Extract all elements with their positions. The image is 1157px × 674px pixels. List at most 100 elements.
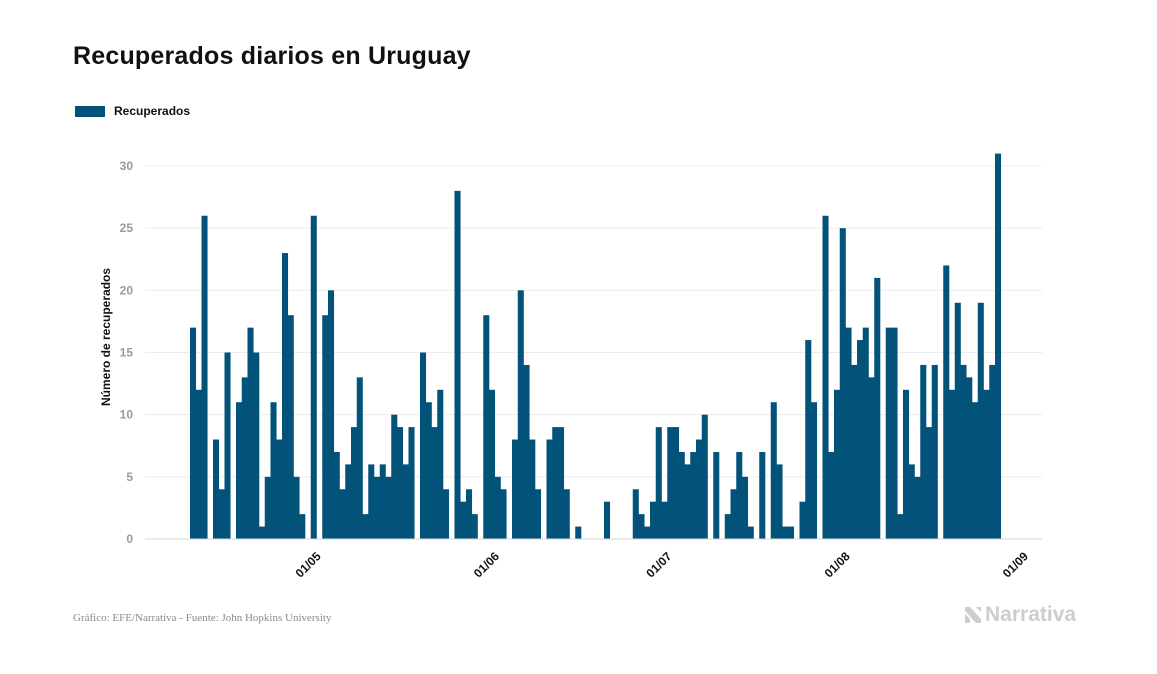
- bar: [673, 427, 680, 539]
- legend-swatch: [75, 105, 105, 117]
- bar: [425, 402, 432, 539]
- bar: [529, 439, 536, 539]
- bar: [500, 489, 507, 539]
- bar: [822, 215, 829, 540]
- bar: [914, 476, 921, 539]
- bar: [368, 464, 375, 539]
- bar: [287, 315, 294, 539]
- bar: [989, 364, 996, 539]
- bar: [431, 427, 438, 539]
- chart-title: Recuperados diarios en Uruguay: [73, 42, 471, 70]
- bar: [632, 489, 639, 539]
- bar: [926, 427, 933, 539]
- bar: [454, 190, 461, 539]
- bar: [408, 427, 415, 539]
- bar: [604, 501, 611, 539]
- bar: [851, 364, 858, 539]
- bar: [696, 439, 703, 539]
- bar: [259, 526, 266, 539]
- bar: [333, 451, 340, 539]
- bar: [351, 427, 358, 539]
- bar: [885, 327, 892, 539]
- source-credit: Gráfico: EFE/Narrativa - Fuente: John Ho…: [73, 612, 332, 624]
- bar: [437, 389, 444, 539]
- bar: [638, 514, 645, 539]
- legend-label: Recuperados: [114, 104, 191, 118]
- y-tick-label: 10: [120, 408, 134, 422]
- bar: [483, 315, 490, 539]
- bar: [494, 476, 501, 539]
- bar: [270, 402, 277, 539]
- bar: [420, 352, 427, 539]
- bar: [282, 253, 289, 539]
- bar: [460, 501, 467, 539]
- bar: [690, 451, 697, 539]
- bar: [736, 451, 743, 539]
- bar-chart: 0 5 10 15 20 25 30 Número de recuperados 01/05 01…: [99, 153, 1042, 580]
- bar: [667, 427, 674, 539]
- bar: [264, 476, 271, 539]
- bar: [241, 377, 248, 539]
- bar: [466, 489, 473, 539]
- bar: [397, 427, 404, 539]
- y-tick-label: 30: [120, 159, 134, 173]
- bar: [339, 489, 346, 539]
- bar: [874, 277, 881, 539]
- bar: [201, 215, 208, 540]
- bar: [362, 514, 369, 539]
- bar: [977, 302, 984, 539]
- bar: [949, 389, 956, 539]
- bar: [195, 389, 202, 539]
- bar: [293, 476, 300, 539]
- brand: Narrativa: [963, 603, 1076, 627]
- legend: Recuperados: [75, 104, 190, 118]
- bar: [471, 514, 478, 539]
- bar: [523, 364, 530, 539]
- bar: [891, 327, 898, 539]
- y-tick-label: 20: [120, 283, 134, 297]
- bar: [402, 464, 409, 539]
- bar: [857, 340, 864, 539]
- bar: [644, 526, 651, 539]
- bar: [920, 364, 927, 539]
- bar: [776, 464, 783, 539]
- bar: [684, 464, 691, 539]
- bar: [443, 489, 450, 539]
- bar: [799, 501, 806, 539]
- bar: [218, 489, 225, 539]
- bar: [575, 526, 582, 539]
- bar: [356, 377, 363, 539]
- x-tick-label: 01/08: [822, 549, 853, 580]
- bar: [517, 290, 524, 539]
- bar: [391, 414, 398, 539]
- y-tick-label: 15: [120, 346, 134, 360]
- bar: [253, 352, 260, 539]
- bar: [678, 451, 685, 539]
- bar: [328, 290, 335, 539]
- x-tick-label: 01/09: [1000, 549, 1031, 580]
- bar: [995, 153, 1002, 539]
- bar: [661, 501, 668, 539]
- bar: [897, 514, 904, 539]
- bar: [943, 265, 950, 539]
- bar: [713, 451, 720, 539]
- bar: [190, 327, 197, 539]
- y-tick-label: 5: [126, 470, 133, 484]
- bar: [374, 476, 381, 539]
- bar: [759, 451, 766, 539]
- bar: [747, 526, 754, 539]
- bar: [742, 476, 749, 539]
- bar: [385, 476, 392, 539]
- bar: [299, 514, 306, 539]
- bar: [558, 427, 565, 539]
- bar: [655, 427, 662, 539]
- brand-name: Narrativa: [985, 603, 1077, 626]
- bar: [954, 302, 961, 539]
- bar: [770, 402, 777, 539]
- bar: [546, 439, 553, 539]
- bar: [782, 526, 789, 539]
- bar: [811, 402, 818, 539]
- bar: [489, 389, 496, 539]
- bar: [247, 327, 254, 539]
- bar: [805, 340, 812, 539]
